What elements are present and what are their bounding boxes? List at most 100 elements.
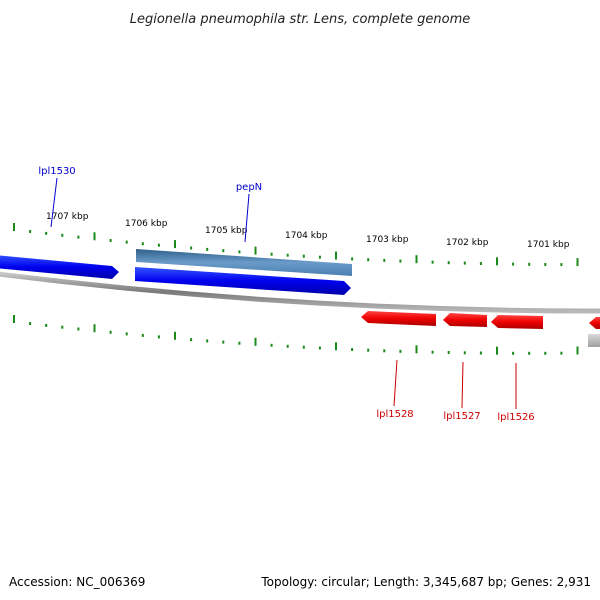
inner-minor-tick: [479, 351, 482, 355]
outer-minor-tick: [29, 230, 32, 233]
kbp-label-1706: 1706 kbp: [125, 219, 168, 229]
outer-minor-tick: [544, 263, 547, 266]
gene-feature-partial[interactable]: [588, 334, 600, 347]
outer-minor-tick: [270, 252, 273, 256]
accession-text: Accession: NC_006369: [9, 575, 145, 589]
cds-feature-partial[interactable]: [589, 317, 600, 329]
outer-minor-tick: [479, 262, 482, 265]
inner-major-tick: [254, 337, 257, 346]
outer-minor-tick: [463, 261, 466, 265]
outer-major-tick: [13, 223, 15, 231]
kbp-label-1701: 1701 kbp: [527, 240, 570, 250]
inner-minor-tick: [528, 351, 531, 355]
inner-minor-tick: [29, 322, 32, 325]
kbp-label-1704: 1704 kbp: [285, 231, 328, 241]
outer-minor-tick: [399, 259, 402, 263]
inner-minor-tick: [286, 344, 289, 348]
leader-line-lpl1527: [461, 361, 464, 409]
gene-label-pepN[interactable]: pepN: [236, 182, 262, 193]
inner-minor-tick: [222, 340, 225, 344]
label-leaders: [50, 177, 517, 409]
inner-minor-tick: [61, 325, 64, 329]
outer-minor-tick: [512, 262, 515, 266]
gene-label-lpl1526[interactable]: lpl1526: [497, 412, 534, 423]
inner-minor-tick: [109, 330, 112, 334]
outer-minor-tick: [367, 258, 370, 262]
kbp-label-1702: 1702 kbp: [446, 238, 489, 248]
outer-minor-tick: [190, 246, 193, 250]
inner-major-tick: [335, 342, 337, 351]
inner-minor-tick: [463, 351, 466, 355]
cds-feature-lpl1527[interactable]: [443, 313, 487, 327]
outer-major-tick: [93, 232, 96, 241]
outer-minor-tick: [302, 254, 305, 258]
outer-major-tick: [576, 258, 579, 267]
inner-minor-tick: [447, 351, 450, 354]
outer-major-tick: [254, 246, 257, 255]
forward-strand-features: [0, 249, 352, 295]
gene-label-lpl1527[interactable]: lpl1527: [443, 411, 480, 422]
inner-minor-tick: [125, 332, 128, 336]
kbp-labels: 1707 kbp 1706 kbp 1705 kbp 1704 kbp 1703…: [46, 212, 570, 250]
topology-stats-text: Topology: circular; Length: 3,345,687 bp…: [260, 575, 591, 589]
reverse-strand-features: [361, 311, 600, 347]
inner-minor-tick: [190, 338, 193, 342]
inner-minor-tick: [238, 341, 241, 345]
outer-minor-tick: [61, 233, 64, 237]
outer-minor-tick: [45, 231, 48, 235]
inner-minor-tick: [206, 339, 209, 343]
inner-minor-tick: [45, 323, 48, 327]
inner-minor-tick: [399, 349, 402, 353]
inner-minor-tick: [512, 351, 515, 355]
outer-minor-tick: [77, 235, 80, 239]
inner-minor-tick: [544, 351, 547, 355]
outer-minor-tick: [238, 250, 241, 254]
outer-minor-tick: [447, 261, 450, 265]
inner-major-tick: [415, 345, 418, 354]
kbp-label-1703: 1703 kbp: [366, 235, 409, 245]
map-title: Legionella pneumophila str. Lens, comple…: [130, 12, 471, 27]
gene-labels: lpl1530 pepN lpl1528 lpl1527 lpl1526: [38, 166, 534, 423]
inner-major-tick: [13, 315, 15, 323]
inner-minor-tick: [351, 348, 354, 351]
cds-feature-pepN[interactable]: [135, 267, 351, 295]
inner-major-tick: [496, 346, 498, 355]
outer-minor-tick: [528, 262, 531, 266]
gene-label-lpl1530[interactable]: lpl1530: [38, 166, 75, 177]
outer-minor-tick: [109, 239, 112, 242]
outer-minor-tick: [351, 257, 354, 261]
outer-minor-tick: [206, 247, 209, 251]
inner-major-tick: [576, 346, 579, 355]
inner-minor-tick: [431, 350, 434, 354]
inner-minor-tick: [157, 335, 160, 339]
outer-minor-tick: [431, 260, 434, 264]
outer-minor-tick: [383, 258, 386, 262]
cds-feature-lpl1530[interactable]: [0, 255, 119, 279]
cds-feature-lpl1528[interactable]: [361, 311, 436, 326]
kbp-label-1705: 1705 kbp: [205, 226, 248, 236]
outer-minor-tick: [318, 255, 321, 259]
outer-minor-tick: [286, 253, 289, 257]
inner-major-tick: [93, 324, 96, 333]
leader-line-lpl1530: [50, 177, 58, 228]
kbp-label-1707: 1707 kbp: [46, 212, 89, 222]
inner-minor-tick: [560, 351, 563, 355]
cds-feature-lpl1526[interactable]: [491, 315, 543, 329]
inner-minor-tick: [318, 346, 321, 350]
leader-line-lpl1528: [393, 359, 398, 407]
outer-major-tick: [496, 257, 498, 266]
outer-minor-tick: [560, 263, 563, 267]
outer-minor-tick: [141, 242, 144, 246]
leader-line-pepN: [244, 193, 250, 243]
inner-tick-ring: [13, 315, 579, 355]
gene-feature-pepN[interactable]: [136, 249, 352, 276]
inner-minor-tick: [302, 345, 305, 349]
inner-minor-tick: [367, 348, 370, 352]
outer-minor-tick: [125, 240, 128, 244]
outer-minor-tick: [157, 243, 160, 247]
outer-tick-ring: [13, 223, 579, 267]
gene-label-lpl1528[interactable]: lpl1528: [376, 409, 413, 420]
inner-minor-tick: [270, 343, 273, 347]
inner-major-tick: [174, 331, 176, 340]
